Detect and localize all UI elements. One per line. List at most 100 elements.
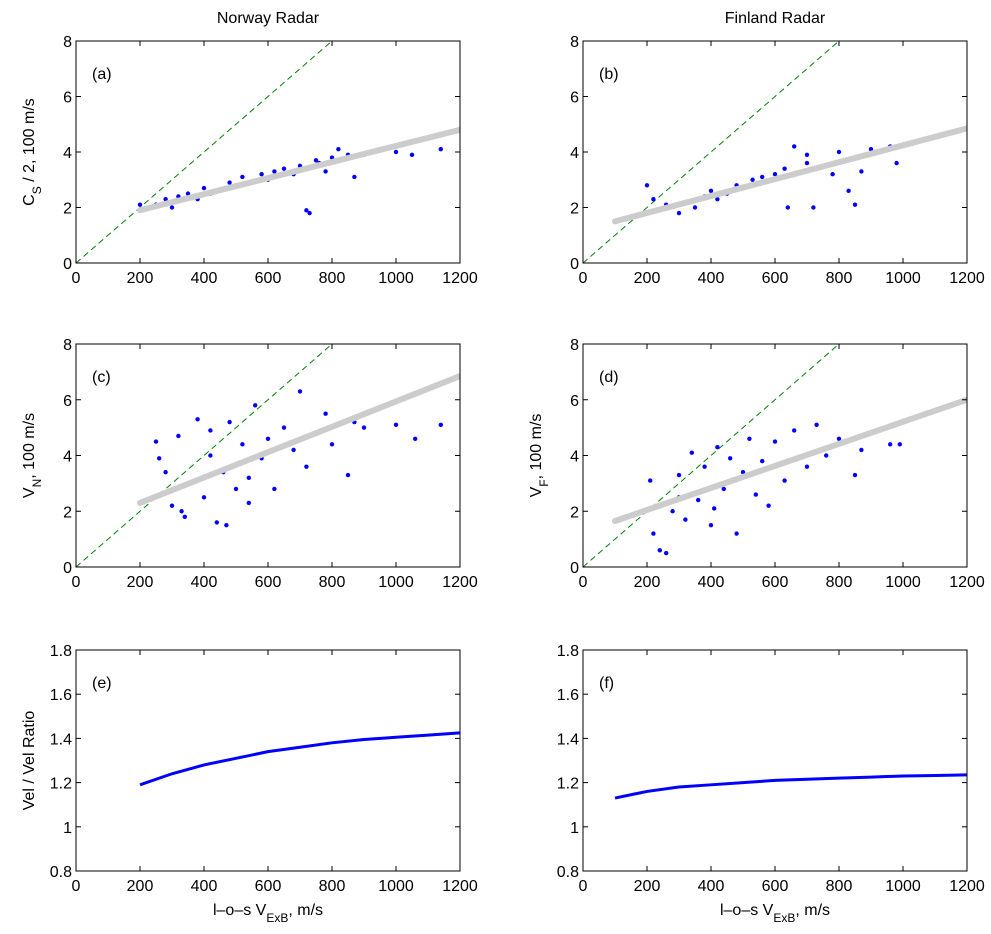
y-axis-label-part: S: [30, 186, 44, 194]
point: [304, 464, 309, 469]
point: [766, 503, 771, 508]
point: [772, 172, 778, 177]
point: [227, 419, 232, 425]
point: [265, 436, 271, 441]
point: [163, 196, 168, 202]
x-tick-label: 600: [255, 270, 282, 287]
y-tick-label: 2: [63, 201, 72, 218]
point: [323, 169, 328, 174]
point: [804, 160, 810, 166]
plot-area: [583, 41, 967, 263]
point: [792, 144, 797, 149]
point: [753, 492, 758, 497]
point: [259, 172, 264, 177]
reference-line: [76, 344, 333, 567]
x-axis-label-part: l–o–s V: [213, 902, 267, 919]
point: [740, 470, 746, 475]
plot-content: [614, 773, 967, 800]
y-tick-label: 2: [570, 201, 579, 218]
point: [696, 497, 701, 503]
panel-label: (b): [599, 66, 619, 83]
y-tick-label: 1.8: [557, 643, 579, 660]
point: [233, 486, 239, 492]
point: [888, 442, 893, 447]
y-tick-label: 1.2: [50, 776, 72, 793]
y-tick-label: 1.2: [557, 776, 579, 793]
point: [153, 439, 159, 444]
point: [297, 389, 303, 394]
point: [224, 522, 229, 528]
curve: [139, 731, 460, 787]
point: [721, 486, 726, 492]
point: [313, 158, 319, 163]
point: [323, 411, 328, 416]
point: [361, 425, 367, 430]
point: [329, 442, 335, 447]
point: [291, 447, 296, 453]
panel: 0 200 400 600 800 1000 1200 0 2 4 6 8 (c): [63, 337, 478, 591]
y-tick-label: 4: [63, 145, 72, 162]
y-tick-label: 6: [570, 90, 579, 107]
y-axis-label: Vel / Vel Ratio: [21, 711, 38, 811]
point: [214, 520, 219, 525]
x-tick-label: 400: [698, 878, 725, 895]
x-tick-label: 600: [255, 878, 282, 895]
x-axis-label: l–o–s VExB, m/s: [720, 902, 830, 925]
y-tick-label: 8: [63, 337, 72, 354]
y-axis-label-part: V: [528, 486, 545, 497]
point: [179, 509, 184, 514]
point: [246, 475, 251, 480]
point: [208, 428, 213, 433]
y-tick-label: 1.6: [50, 687, 72, 704]
x-tick-label: 0: [72, 878, 81, 895]
point: [792, 428, 797, 433]
point: [811, 205, 816, 210]
y-tick-label: 0: [570, 256, 579, 273]
point: [413, 436, 418, 441]
x-tick-label: 1000: [378, 574, 414, 591]
x-axis-label-part: , m/s: [288, 902, 323, 919]
x-tick-label: 1200: [949, 270, 985, 287]
point: [182, 514, 187, 520]
point: [393, 149, 399, 155]
x-tick-label: 400: [191, 878, 218, 895]
point: [702, 464, 707, 469]
x-tick-label: 200: [127, 574, 154, 591]
panel: 0 200 400 600 800 1000 1200 0 2 4 6 8 (a) Norway Rada…: [63, 10, 478, 287]
point: [272, 486, 277, 492]
y-tick-label: 1.4: [50, 731, 72, 748]
panel: 0 200 400 600 800 1000 1200 0 2 4 6 8 (b) Finland Rad…: [570, 10, 985, 287]
x-tick-label: 800: [319, 878, 346, 895]
y-tick-label: 6: [63, 90, 72, 107]
y-tick-label: 4: [570, 449, 579, 466]
point: [670, 509, 675, 514]
point: [169, 503, 175, 508]
point: [836, 436, 842, 441]
point: [307, 210, 312, 216]
x-tick-label: 600: [762, 574, 789, 591]
point: [846, 188, 851, 194]
point: [804, 464, 810, 469]
point: [852, 202, 858, 207]
point: [163, 470, 168, 475]
y-axis-label-part: / 2, 100 m/s: [21, 98, 38, 186]
x-axis-label-part: ExB: [773, 911, 795, 925]
x-tick-label: 0: [72, 270, 81, 287]
y-tick-label: 8: [63, 34, 72, 51]
point: [195, 417, 200, 422]
x-tick-label: 200: [634, 878, 661, 895]
point: [708, 522, 714, 528]
point: [897, 442, 902, 447]
point: [715, 444, 720, 450]
y-tick-label: 0: [63, 560, 72, 577]
y-axis-label: VF, 100 m/s: [528, 414, 551, 498]
point: [185, 191, 191, 196]
column-title: Norway Radar: [217, 10, 320, 27]
x-tick-label: 400: [191, 270, 218, 287]
plot-area: [76, 41, 460, 263]
y-tick-label: 0.8: [50, 864, 72, 881]
plot-content: [76, 344, 460, 567]
point: [304, 208, 309, 213]
x-tick-label: 1200: [442, 878, 478, 895]
plot-content: [583, 344, 967, 567]
